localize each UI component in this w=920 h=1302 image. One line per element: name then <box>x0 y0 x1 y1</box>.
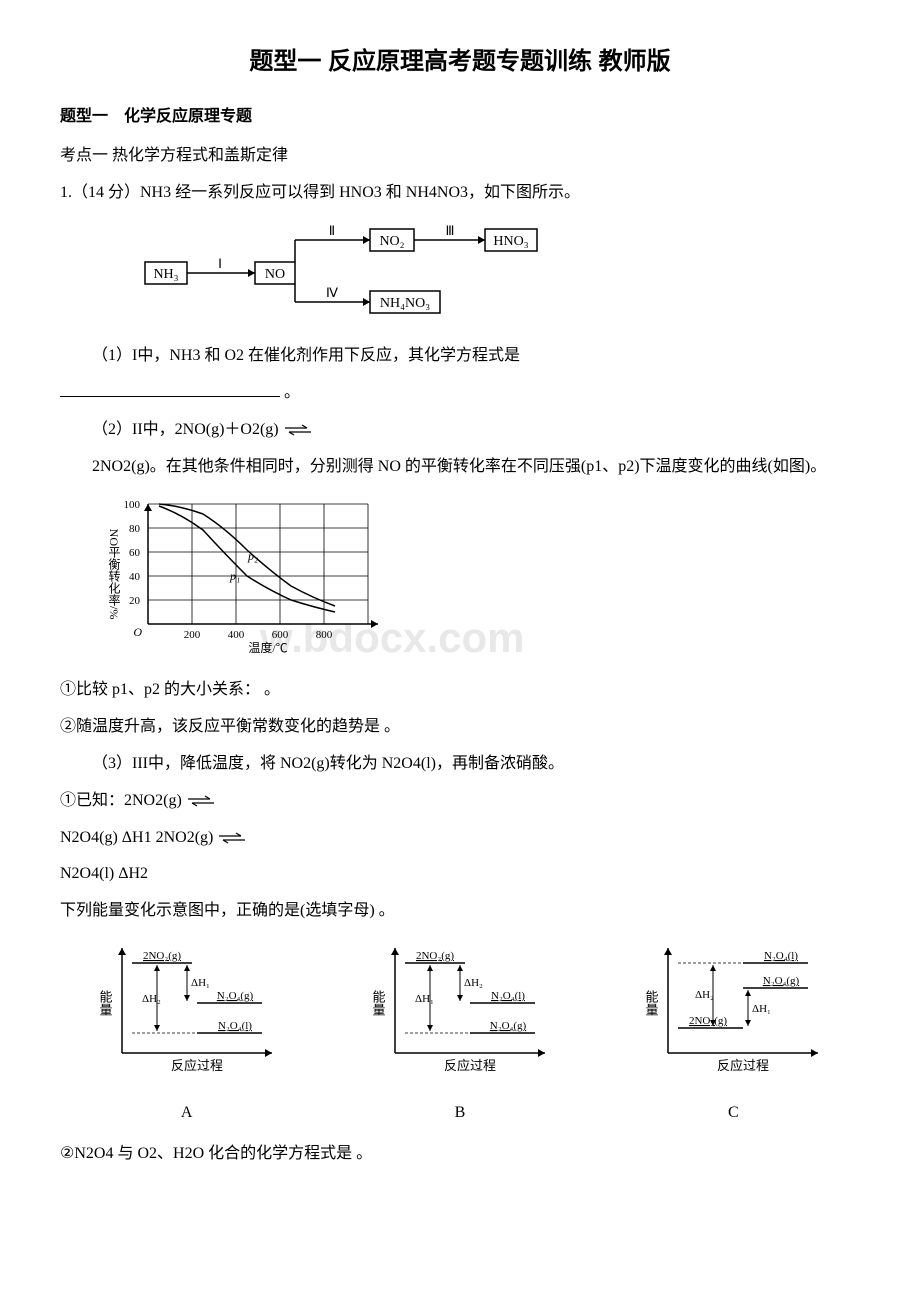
q1-2-2: ②随温度升高，该反应平衡常数变化的趋势是 。 <box>60 713 860 742</box>
svg-text:能量: 能量 <box>97 990 112 1016</box>
svg-text:ΔH₁: ΔH₁ <box>415 993 434 1005</box>
svg-text:N₂O₄(l): N₂O₄(l) <box>764 950 798 962</box>
energy-diagram-c: 能量 反应过程 N₂O₄(l) N₂O₄(g) 2NO₂(g) ΔH₂ ΔH₁ … <box>607 938 860 1128</box>
svg-text:100: 100 <box>124 499 141 511</box>
svg-text:20: 20 <box>129 595 141 607</box>
svg-text:N₂O₄(g): N₂O₄(g) <box>216 990 253 1002</box>
svg-text:ΔH₂: ΔH₂ <box>464 977 483 989</box>
energy-diagram-b: 能量 反应过程 2NO₂(g) N₂O₄(l) N₂O₄(g) ΔH₁ ΔH₂ … <box>333 938 586 1128</box>
svg-text:N₂O₄(g): N₂O₄(g) <box>490 1020 527 1032</box>
svg-text:ΔH₂: ΔH₂ <box>142 993 161 1005</box>
svg-text:80: 80 <box>129 523 141 535</box>
svg-text:200: 200 <box>184 629 201 641</box>
q1-part2b: 2NO2(g)。在其他条件相同时，分别测得 NO 的平衡转化率在不同压强(p1、… <box>60 453 860 482</box>
svg-text:反应过程: 反应过程 <box>171 1058 223 1073</box>
svg-text:Ⅱ: Ⅱ <box>329 223 335 238</box>
svg-text:能量: 能量 <box>644 990 659 1016</box>
equilibrium-arrow-icon <box>217 831 247 845</box>
svg-text:ΔH₂: ΔH₂ <box>695 989 714 1001</box>
q1-3-1a: ①已知：2NO2(g) <box>60 787 860 816</box>
svg-text:2NO₂(g): 2NO₂(g) <box>143 950 181 962</box>
svg-text:p₂: p₂ <box>247 549 258 563</box>
svg-text:反应过程: 反应过程 <box>717 1058 769 1073</box>
svg-text:40: 40 <box>129 571 141 583</box>
svg-text:HNO₃: HNO₃ <box>493 234 528 249</box>
svg-text:温度/℃: 温度/℃ <box>248 640 287 654</box>
svg-text:NO: NO <box>265 267 285 282</box>
q1-part1: （1）I中，NH3 和 O2 在催化剂作用下反应，其化学方程式是 <box>60 342 860 371</box>
svg-text:ΔH₁: ΔH₁ <box>191 977 210 989</box>
svg-text:Ⅳ: Ⅳ <box>326 285 338 300</box>
option-label-c: C <box>607 1099 860 1128</box>
topic-heading: 考点一 热化学方程式和盖斯定律 <box>60 142 860 171</box>
svg-text:反应过程: 反应过程 <box>444 1058 496 1073</box>
svg-text:能量: 能量 <box>370 990 385 1016</box>
svg-text:60: 60 <box>129 547 141 559</box>
option-label-a: A <box>60 1099 313 1128</box>
svg-text:N₂O₄(l): N₂O₄(l) <box>491 990 525 1002</box>
svg-text:N₂O₄(l): N₂O₄(l) <box>218 1020 252 1032</box>
equilibrium-arrow-icon <box>186 794 216 808</box>
q1-part1-blank: 。 <box>60 379 860 408</box>
q1-part2a: （2）II中，2NO(g)＋O2(g) <box>60 416 860 445</box>
q1-3-1d: 下列能量变化示意图中，正确的是(选填字母) 。 <box>60 897 860 926</box>
svg-text:p₁: p₁ <box>229 569 240 583</box>
svg-text:NO平衡转化率/%: NO平衡转化率/% <box>107 528 121 619</box>
svg-text:ΔH₁: ΔH₁ <box>752 1003 771 1015</box>
q1-2-1: ①比较 p1、p2 的大小关系： 。 <box>60 676 860 705</box>
q1-3-2: ②N2O4 与 O2、H2O 化合的化学方程式是 。 <box>60 1140 860 1169</box>
svg-text:Ⅰ: Ⅰ <box>218 256 222 271</box>
svg-text:NH₄NO₃: NH₄NO₃ <box>380 296 430 311</box>
svg-text:NH₃: NH₃ <box>153 267 178 282</box>
svg-text:2NO₂(g): 2NO₂(g) <box>416 950 454 962</box>
svg-text:NO₂: NO₂ <box>379 234 404 249</box>
svg-text:2NO₂(g): 2NO₂(g) <box>689 1015 727 1027</box>
svg-text:N₂O₄(g): N₂O₄(g) <box>763 975 800 987</box>
page-title: 题型一 反应原理高考题专题训练 教师版 <box>60 40 860 83</box>
section-heading: 题型一 化学反应原理专题 <box>60 103 860 132</box>
q1-3-1b: N2O4(g) ΔH1 2NO2(g) <box>60 824 860 853</box>
equilibrium-arrow-icon <box>283 423 313 437</box>
flow-diagram: NH₃ Ⅰ NO Ⅱ NO₂ Ⅲ HNO₃ Ⅳ NH₄NO₃ <box>140 220 860 331</box>
svg-text:O: O <box>133 625 142 639</box>
option-label-b: B <box>333 1099 586 1128</box>
energy-diagrams: 能量 反应过程 2NO₂(g) N₂O₄(g) N₂O₄(l) ΔH₂ ΔH₁ … <box>60 938 860 1128</box>
svg-text:Ⅲ: Ⅲ <box>446 223 455 238</box>
svg-text:400: 400 <box>228 629 245 641</box>
conversion-chart: 100 80 60 40 20 O 200 400 600 800 p₂ p₁ … <box>100 494 860 665</box>
q1-3-1c: N2O4(l) ΔH2 <box>60 860 860 889</box>
q1-part3: （3）III中，降低温度，将 NO2(g)转化为 N2O4(l)，再制备浓硝酸。 <box>60 750 860 779</box>
question-intro: 1.（14 分）NH3 经一系列反应可以得到 HNO3 和 NH4NO3，如下图… <box>60 179 860 208</box>
svg-text:600: 600 <box>272 629 289 641</box>
energy-diagram-a: 能量 反应过程 2NO₂(g) N₂O₄(g) N₂O₄(l) ΔH₂ ΔH₁ … <box>60 938 313 1128</box>
svg-text:800: 800 <box>316 629 333 641</box>
